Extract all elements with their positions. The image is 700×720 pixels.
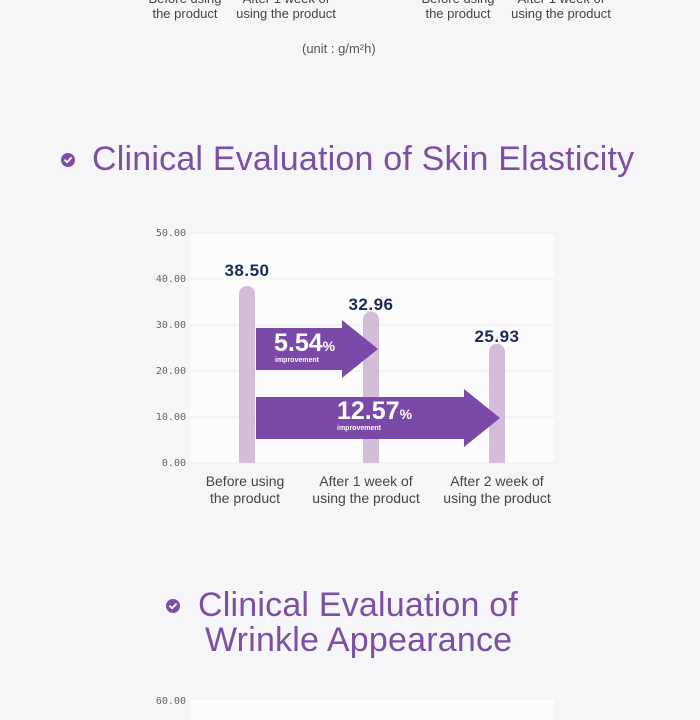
improvement-value: 5.54 <box>274 329 323 357</box>
improvement-annotation-1: 5.54% improvement <box>274 329 336 365</box>
bar-base <box>239 447 255 463</box>
section-title-wrinkle-line1: Clinical Evaluation of <box>198 586 519 624</box>
y-tick-label: 30.00 <box>155 320 186 331</box>
bar-base <box>363 447 379 463</box>
prev-x-label-1: Before using the product <box>149 0 222 21</box>
prev-x-label-2: After 1 week of using the product <box>236 0 336 21</box>
improvement-value: 12.57 <box>337 397 400 425</box>
improvement-label: improvement <box>337 425 381 432</box>
improvement-arrow <box>256 389 500 447</box>
y-tick-label: 0.00 <box>161 458 186 469</box>
x-axis-label: After 2 week of using the product <box>443 473 551 506</box>
y-tick-label: 50.00 <box>155 228 186 239</box>
prev-unit-label: (unit : g/m²h) <box>302 41 376 56</box>
improvement-arrow <box>256 320 378 378</box>
prev-x-label-4: After 1 week of using the product <box>511 0 611 21</box>
improvement-label: improvement <box>275 357 319 364</box>
wrinkle-chart-frame <box>190 700 554 720</box>
bar-value-label: 32.96 <box>348 295 394 314</box>
improvement-unit: % <box>322 338 336 354</box>
x-axis-label: Before using the product <box>205 473 285 506</box>
bar <box>489 343 505 463</box>
prev-x-label-3: Before using the product <box>422 0 495 21</box>
y-tick-label: 20.00 <box>155 366 186 377</box>
improvement-annotation-2: 12.57% improvement <box>337 397 413 433</box>
bar-value-label: 25.93 <box>474 327 520 346</box>
bar <box>363 311 379 463</box>
bar <box>239 285 255 463</box>
section-title-elasticity: Clinical Evaluation of Skin Elasticity <box>92 140 635 178</box>
y-tick-label: 60.00 <box>155 696 186 707</box>
y-tick-label: 10.00 <box>155 412 186 423</box>
y-tick-label: 40.00 <box>155 274 186 285</box>
bar-base <box>489 447 505 463</box>
check-circle-icon <box>61 153 75 167</box>
x-axis-label: After 1 week of using the product <box>312 473 420 506</box>
improvement-unit: % <box>399 406 413 422</box>
bar-value-label: 38.50 <box>224 261 270 280</box>
check-circle-icon <box>166 599 180 613</box>
section-title-wrinkle-line2: Wrinkle Appearance <box>205 621 513 659</box>
